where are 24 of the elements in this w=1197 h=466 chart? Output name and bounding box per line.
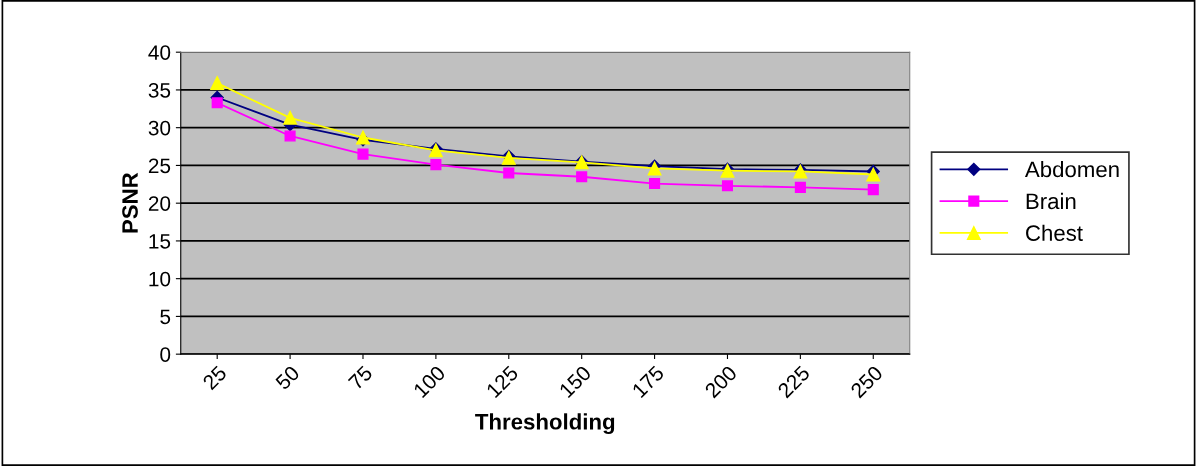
y-tick-label: 35 — [148, 82, 171, 98]
x-tick-label: 50 — [274, 364, 301, 391]
x-axis-title: Thresholding — [475, 413, 615, 435]
y-tick-label: 15 — [149, 234, 171, 249]
legend-label: Abdomen — [1024, 160, 1119, 178]
y-tick-label: 40 — [148, 45, 171, 60]
x-tick-label: 25 — [201, 364, 228, 391]
legend-label: Brain — [1026, 192, 1076, 210]
y-tick-label: 0 — [160, 347, 171, 362]
y-tick-label: 20 — [148, 196, 171, 211]
x-tick-label: 150 — [558, 364, 592, 399]
x-tick-label: 175 — [631, 365, 665, 399]
x-tick-label: 225 — [776, 364, 811, 399]
y-tick-label: 25 — [148, 158, 171, 174]
x-tick-label: 75 — [347, 365, 374, 391]
y-tick-label: 30 — [148, 120, 171, 136]
y-axis-title: PSNR — [122, 172, 138, 233]
x-tick-label: 200 — [704, 364, 738, 399]
x-tick-label: 250 — [849, 364, 884, 399]
y-tick-label: 5 — [160, 309, 171, 325]
legend-label: Chest — [1026, 224, 1083, 241]
x-tick-label: 100 — [412, 364, 447, 399]
y-tick-label: 10 — [149, 271, 171, 287]
x-tick-label: 125 — [485, 364, 519, 399]
